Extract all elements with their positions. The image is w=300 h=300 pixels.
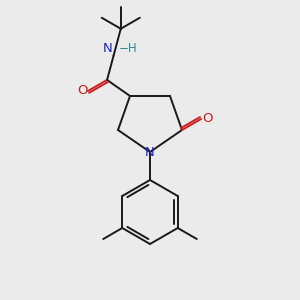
Text: −H: −H	[118, 42, 137, 55]
Text: N: N	[103, 42, 112, 55]
Text: N: N	[145, 146, 155, 158]
Text: O: O	[77, 84, 87, 98]
Text: O: O	[202, 112, 212, 125]
